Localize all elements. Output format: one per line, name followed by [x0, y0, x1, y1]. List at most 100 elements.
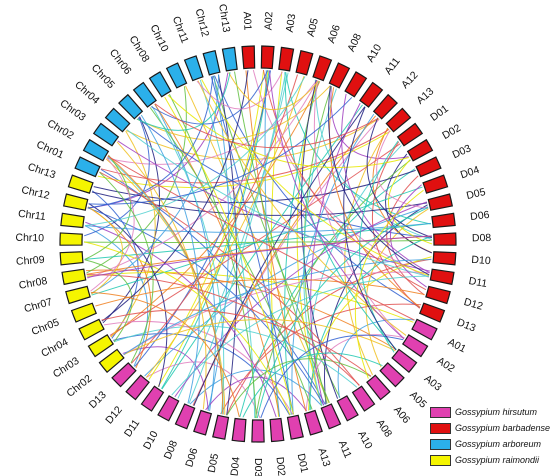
chromosome-block-hirsutum-a05: [379, 362, 405, 388]
synteny-link: [95, 278, 425, 307]
chromosome-block-hirsutum-d08: [174, 403, 196, 430]
chromosome-label-hirsutum-d08: D08: [162, 439, 181, 462]
chromosome-label-barbadense-a13: A13: [414, 85, 436, 106]
chromosome-block-barbadense-d01: [396, 122, 424, 147]
chromosome-block-barbadense-a06: [312, 55, 333, 82]
chromosome-block-arboreum-chr08: [148, 71, 172, 98]
synteny-link: [122, 346, 209, 411]
chromosome-label-barbadense-d12: D12: [462, 296, 484, 313]
synteny-link: [164, 96, 294, 415]
chromosome-block-hirsutum-d10: [157, 395, 180, 422]
chromosome-label-arboreum-chr08: Chr08: [127, 34, 152, 65]
chromosome-label-arboreum-chr06: Chr06: [107, 47, 134, 77]
synteny-link: [87, 75, 214, 209]
synteny-link: [117, 140, 430, 272]
chromosome-block-hirsutum-d06: [193, 409, 213, 436]
chromosome-label-hirsutum-a11: A11: [336, 439, 354, 460]
chromosome-label-raimondii-chr11: Chr11: [17, 208, 46, 223]
synteny-link: [84, 259, 133, 343]
chromosome-label-hirsutum-d11: D11: [122, 417, 142, 439]
chromosome-block-hirsutum-d13: [111, 362, 137, 388]
chromosome-label-hirsutum-d12: D12: [103, 404, 125, 427]
chromosome-block-raimondii-chr09: [59, 251, 84, 266]
chromosome-label-arboreum-chr05: Chr05: [89, 62, 117, 91]
chromosome-label-barbadense-d03: D03: [451, 142, 474, 161]
synteny-link: [116, 141, 207, 410]
chromosome-label-raimondii-chr12: Chr12: [20, 184, 51, 202]
synteny-link: [126, 129, 430, 278]
chromosome-label-raimondii-chr03: Chr03: [51, 355, 82, 381]
chromosome-label-barbadense-d02: D02: [440, 122, 463, 142]
chromosome-label-barbadense-a03: A03: [284, 13, 299, 33]
chromosome-label-hirsutum-a03: A03: [422, 373, 444, 394]
chromosome-label-hirsutum-d01: D01: [295, 453, 311, 474]
synteny-link: [171, 275, 430, 396]
synteny-link: [376, 130, 429, 209]
synteny-link: [146, 76, 305, 378]
chromosome-label-barbadense-d06: D06: [470, 209, 491, 223]
synteny-link: [107, 155, 415, 321]
chromosome-block-hirsutum-d01: [286, 414, 304, 440]
chromosome-block-barbadense-a05: [295, 49, 314, 76]
chromosome-label-raimondii-chr08: Chr08: [18, 275, 48, 292]
chromosome-label-barbadense-a12: A12: [399, 69, 421, 91]
chromosome-label-barbadense-d08: D08: [472, 232, 492, 244]
chromosome-block-hirsutum-a10: [336, 395, 359, 422]
chromosome-block-raimondii-chr10: [59, 232, 83, 246]
synteny-link: [313, 80, 405, 339]
synteny-link: [110, 81, 321, 337]
synteny-link: [212, 75, 341, 398]
synteny-link: [83, 241, 291, 416]
species-legend: Gossypium hirsutum Gossypium barbadense …: [430, 404, 550, 468]
chromosome-label-barbadense-a01: A01: [241, 11, 254, 30]
chromosome-label-hirsutum-d13: D13: [87, 389, 109, 411]
legend-item-hirsutum: Gossypium hirsutum: [430, 404, 548, 420]
chromosome-block-barbadense-d08: [433, 232, 457, 246]
chromosome-label-hirsutum-a06: A06: [391, 404, 412, 426]
synteny-link: [144, 206, 429, 377]
synteny-link: [220, 303, 422, 415]
chromosome-label-hirsutum-d10: D10: [141, 429, 161, 452]
chromosome-label-hirsutum-a01: A01: [446, 336, 468, 355]
chromosome-block-arboreum-chr01: [74, 156, 101, 178]
synteny-link: [168, 94, 257, 419]
chromosome-label-hirsutum-d03: D03: [252, 458, 264, 476]
chromosome-block-arboreum-chr02: [82, 138, 110, 162]
synteny-link: [109, 143, 401, 336]
chromosome-block-barbadense-d11: [429, 268, 455, 286]
chromosome-label-arboreum-chr13: Chr13: [216, 3, 232, 33]
chromosome-block-raimondii-chr13: [67, 174, 94, 194]
chromosome-block-barbadense-a03: [278, 46, 295, 72]
chromosome-block-barbadense-d13: [418, 302, 446, 323]
synteny-link: [359, 140, 399, 353]
synteny-link: [110, 130, 156, 338]
chromosome-label-barbadense-a05: A05: [305, 17, 321, 38]
chromosome-block-raimondii-chr03: [87, 334, 115, 358]
chromosome-label-arboreum-chr01: Chr01: [34, 139, 65, 162]
chromosome-block-hirsutum-d11: [140, 385, 165, 412]
chromosome-block-hirsutum-d05: [212, 414, 230, 440]
chromosome-label-arboreum-chr03: Chr03: [58, 97, 88, 124]
chromosome-block-arboreum-chr11: [183, 55, 204, 82]
chromosome-label-barbadense-d01: D01: [428, 103, 451, 124]
synteny-link: [123, 258, 432, 355]
synteny-link: [84, 239, 432, 244]
synteny-link: [226, 358, 372, 416]
chromosome-block-hirsutum-a03: [391, 348, 418, 374]
chromosome-label-barbadense-d10: D10: [471, 254, 491, 267]
synteny-link: [102, 116, 161, 324]
synteny-link: [366, 117, 433, 238]
synteny-link: [389, 184, 427, 288]
chromosome-block-barbadense-d05: [427, 193, 454, 211]
synteny-link: [262, 69, 427, 291]
legend-label-raimondii: Gossypium raimondii: [455, 455, 540, 465]
chromosome-block-raimondii-chr02: [98, 348, 125, 374]
synteny-link: [145, 361, 261, 419]
synteny-link: [90, 291, 240, 418]
chromosome-label-hirsutum-d05: D05: [206, 452, 222, 473]
chromosome-label-raimondii-chr13: Chr13: [26, 161, 57, 182]
chromosome-label-hirsutum-a13: A13: [316, 447, 333, 469]
chromosome-block-hirsutum-a06: [366, 374, 391, 401]
synteny-link: [101, 70, 249, 322]
